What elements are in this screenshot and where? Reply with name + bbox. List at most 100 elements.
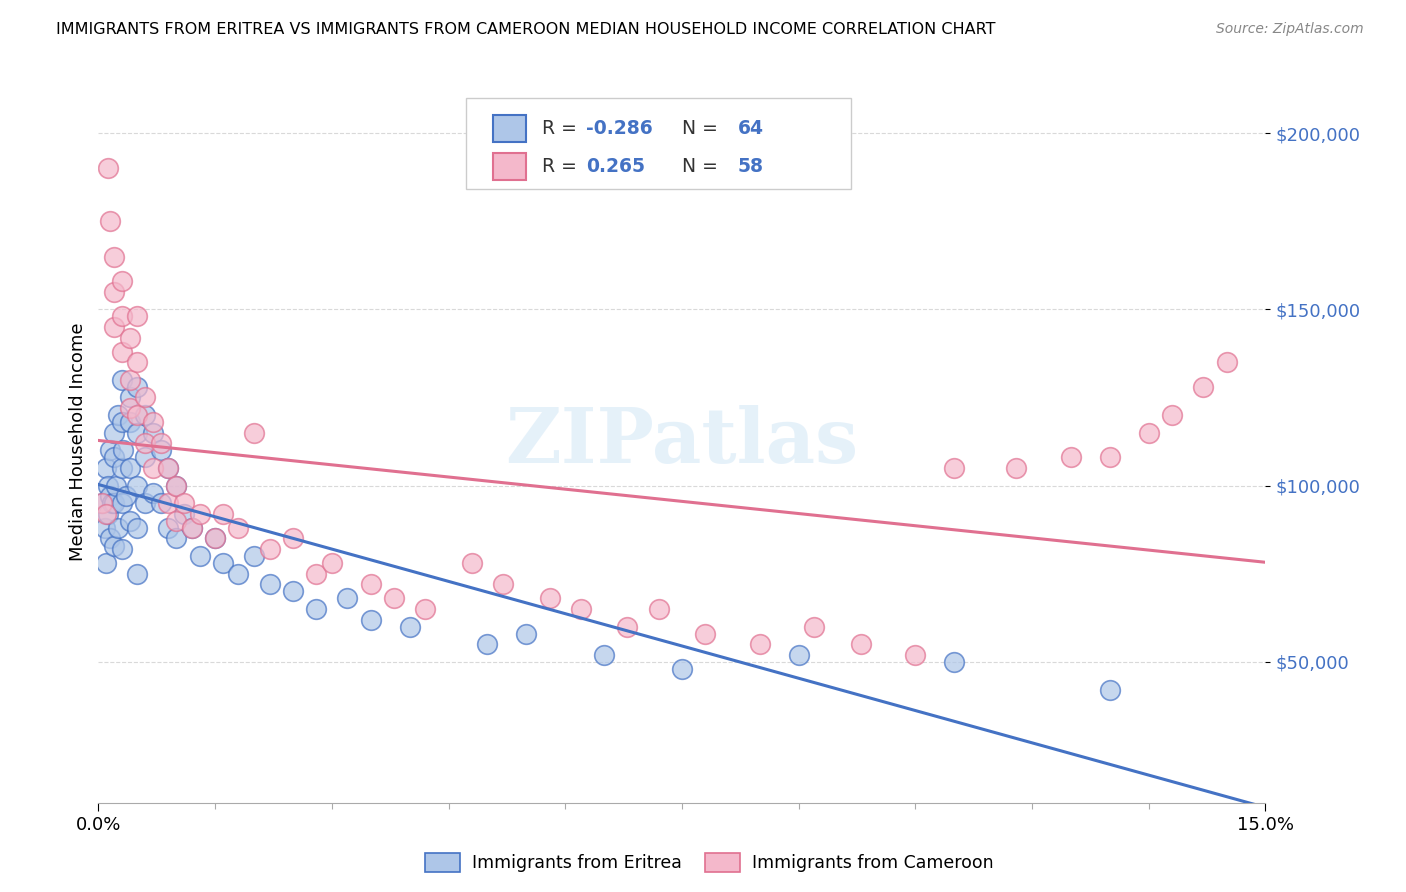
Point: [96, 461, 118, 475]
Point: [118, 373, 141, 387]
Point: [118, 514, 141, 528]
Point: [103, 496, 125, 510]
Point: [173, 496, 195, 510]
Point: [212, 556, 235, 570]
Point: [127, 310, 149, 324]
Y-axis label: Median Household Income: Median Household Income: [69, 322, 87, 561]
Point: [134, 436, 156, 450]
Point: [127, 521, 149, 535]
Point: [904, 648, 927, 662]
Point: [803, 619, 825, 633]
Text: N =: N =: [671, 157, 724, 177]
Text: -0.286: -0.286: [586, 119, 652, 138]
Point: [398, 619, 420, 633]
Point: [127, 566, 149, 581]
Point: [165, 514, 187, 528]
Point: [111, 461, 134, 475]
Point: [188, 507, 211, 521]
Bar: [494, 115, 526, 142]
Point: [180, 521, 202, 535]
Point: [149, 496, 172, 510]
Point: [103, 320, 125, 334]
Point: [114, 489, 136, 503]
Text: 58: 58: [738, 157, 763, 177]
Point: [157, 461, 180, 475]
Bar: [494, 153, 526, 180]
FancyBboxPatch shape: [465, 98, 851, 189]
Point: [149, 436, 172, 450]
Point: [111, 274, 134, 288]
Point: [149, 443, 172, 458]
Point: [142, 461, 165, 475]
Text: 64: 64: [738, 119, 763, 138]
Point: [748, 637, 770, 651]
Point: [157, 496, 180, 510]
Point: [647, 602, 669, 616]
Text: R =: R =: [541, 119, 582, 138]
Text: Immigrants from Cameroon: Immigrants from Cameroon: [752, 854, 993, 871]
Point: [103, 450, 125, 465]
Point: [569, 602, 592, 616]
Point: [180, 521, 202, 535]
Point: [243, 549, 266, 563]
Point: [142, 485, 165, 500]
Point: [281, 532, 304, 546]
Point: [111, 310, 134, 324]
Point: [118, 391, 141, 405]
Point: [134, 496, 156, 510]
Point: [127, 380, 149, 394]
Point: [134, 391, 156, 405]
Point: [165, 478, 187, 492]
Point: [127, 355, 149, 369]
Point: [228, 521, 250, 535]
Point: [538, 591, 561, 606]
Point: [101, 496, 124, 510]
Point: [91, 496, 114, 510]
Point: [243, 425, 266, 440]
Text: Source: ZipAtlas.com: Source: ZipAtlas.com: [1216, 22, 1364, 37]
Point: [111, 542, 134, 557]
Point: [165, 478, 187, 492]
Point: [118, 415, 141, 429]
Point: [103, 285, 125, 299]
Point: [103, 250, 125, 264]
Point: [111, 373, 134, 387]
Point: [413, 602, 436, 616]
Point: [134, 408, 156, 422]
Point: [943, 655, 966, 669]
Point: [97, 507, 120, 521]
Point: [107, 521, 129, 535]
Point: [382, 591, 405, 606]
Point: [1060, 450, 1083, 465]
Point: [1192, 380, 1215, 394]
Point: [142, 425, 165, 440]
Point: [616, 619, 638, 633]
Point: [112, 443, 135, 458]
Point: [98, 489, 121, 503]
Text: R =: R =: [541, 157, 589, 177]
Point: [1215, 355, 1237, 369]
Point: [228, 566, 250, 581]
Point: [134, 450, 156, 465]
Point: [111, 415, 134, 429]
Point: [157, 461, 180, 475]
Point: [360, 613, 382, 627]
Point: [97, 161, 120, 176]
Point: [104, 478, 127, 492]
Point: [118, 330, 141, 344]
Point: [103, 425, 125, 440]
Point: [118, 401, 141, 415]
Point: [943, 461, 966, 475]
Point: [336, 591, 359, 606]
Point: [1161, 408, 1184, 422]
Text: N =: N =: [671, 119, 724, 138]
Point: [360, 577, 382, 591]
Point: [96, 556, 118, 570]
Point: [671, 662, 693, 676]
Point: [142, 415, 165, 429]
Point: [188, 549, 211, 563]
Point: [1098, 450, 1121, 465]
Point: [97, 478, 120, 492]
Point: [93, 521, 115, 535]
Point: [461, 556, 484, 570]
